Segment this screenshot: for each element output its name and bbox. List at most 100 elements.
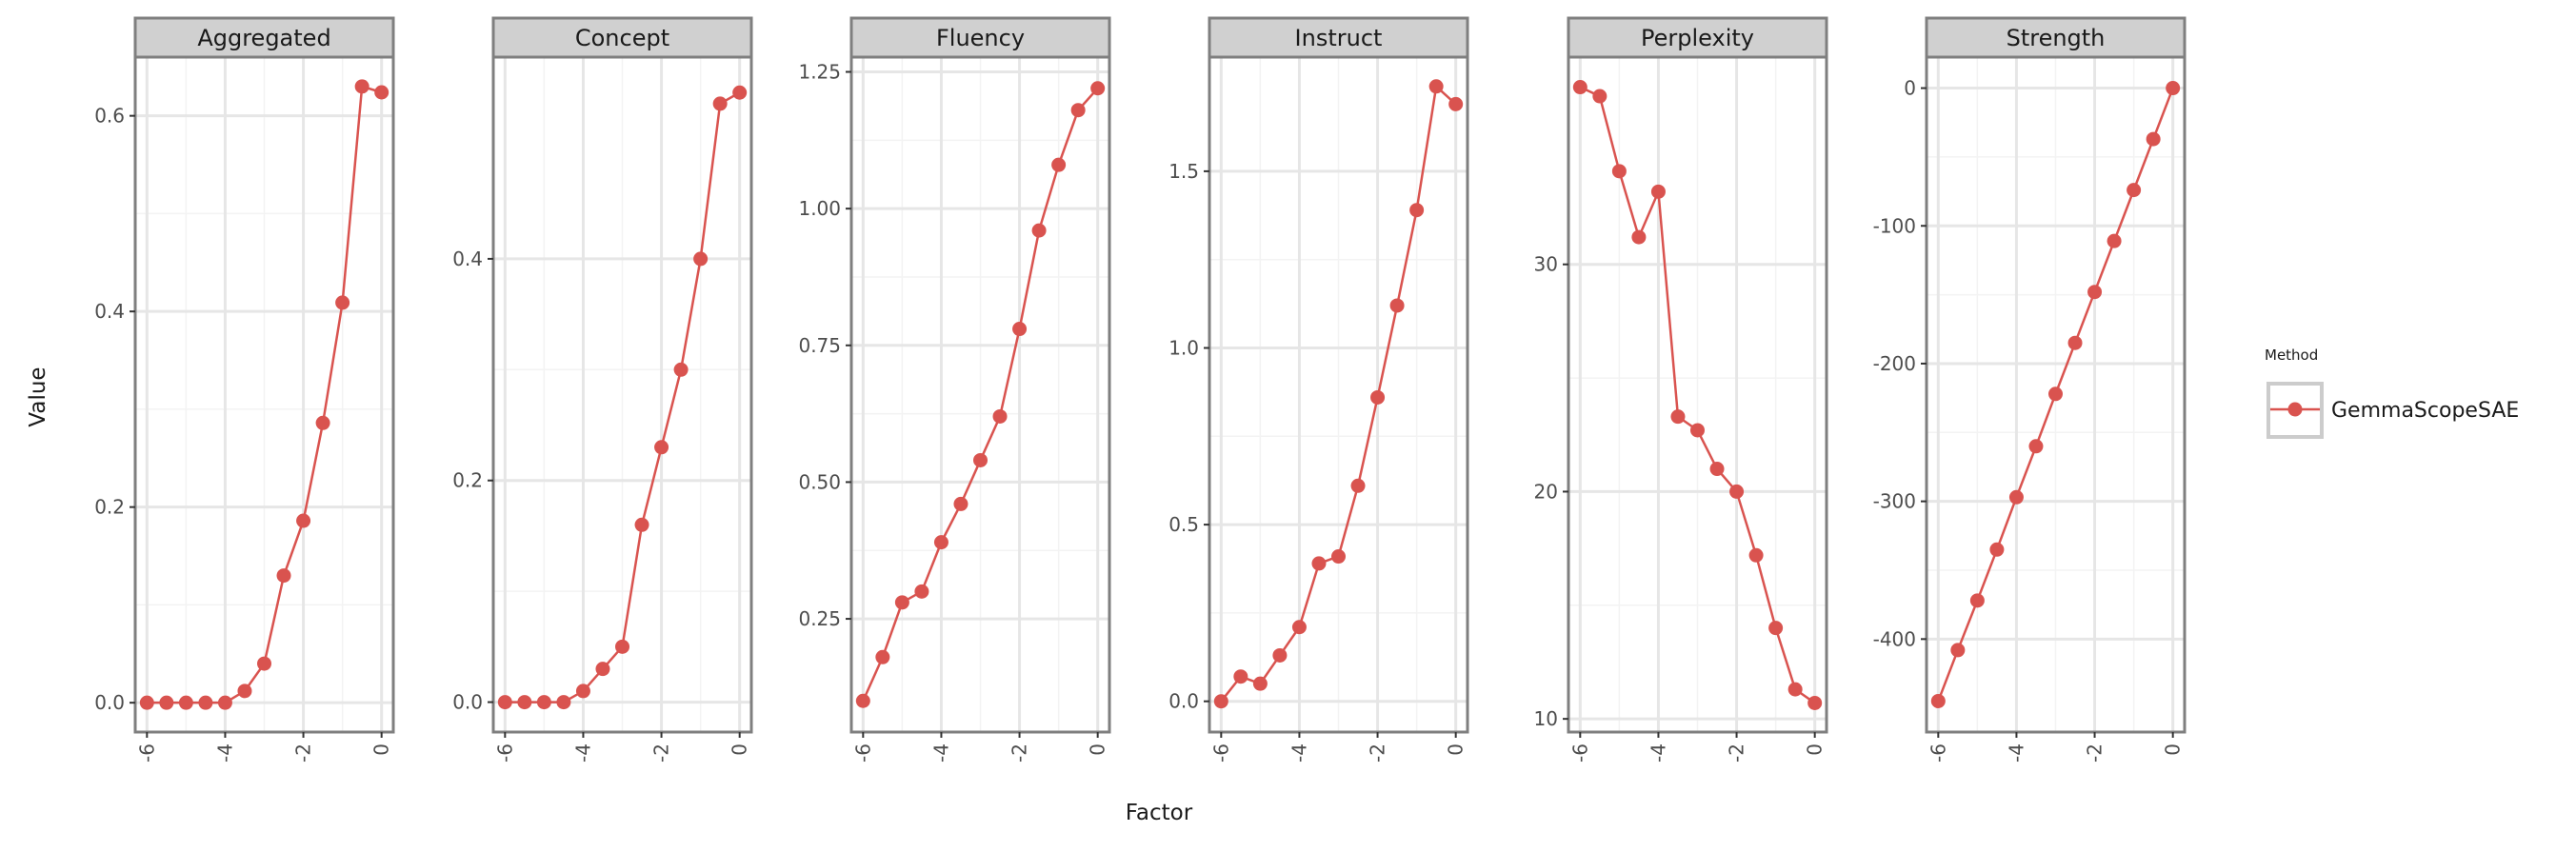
y-tick-label: 1.25 [798,61,841,84]
panel-concept: Concept 0.0 0.2 0.4 -6 -4 -2 0 [452,16,753,763]
data-point [1807,695,1823,710]
x-tick-label: 0 [1445,743,1468,756]
facet-strip-label: Fluency [936,25,1025,51]
data-point [855,693,870,708]
y-tick-label: 1.5 [1168,160,1199,183]
panel-strength: Strength 0 -100 -200 -300 -400 -6 -4 -2 0 [1873,16,2187,763]
data-point [914,584,929,599]
data-point [198,695,213,710]
data-point [2008,489,2024,505]
y-tick-label: -100 [1873,214,1916,237]
y-tick-label: 0.75 [798,334,841,357]
data-point [159,695,174,710]
y-tick-label: 0.50 [798,470,841,493]
data-point [276,568,291,584]
data-point [178,695,193,710]
y-tick-label: 0.5 [1168,513,1199,536]
x-axis-title: Factor [1126,801,1193,825]
y-tick-label: 0.6 [94,105,125,128]
data-point [1448,96,1464,111]
data-point [1930,693,1946,708]
data-point [595,662,610,677]
data-point [2048,386,2063,402]
y-tick-label: -400 [1873,627,1916,650]
data-point [894,595,909,610]
data-point [992,408,1008,424]
x-tick-label: -2 [2084,743,2107,763]
data-point [693,251,709,267]
panel-aggregated: Aggregated 0.0 0.2 0.4 0.6 -6 -4 -2 0 [94,16,395,763]
data-point [1690,423,1705,438]
x-tick-label: -2 [292,743,315,763]
data-point [374,85,389,100]
data-point [2028,439,2044,454]
y-tick-label: 1.0 [1168,337,1199,360]
data-point [1729,484,1745,499]
x-tick-label: 0 [2162,743,2185,756]
legend: Method GemmaScopeSAE [2265,347,2519,439]
data-point [1409,203,1425,218]
y-tick-label: 10 [1534,707,1558,730]
data-point [1370,389,1386,405]
facet-strip [1925,16,2187,59]
data-point [556,695,571,710]
data-point [257,656,271,671]
data-point [1311,556,1327,571]
y-tick-label: 0.2 [452,469,483,492]
x-tick-label: 0 [729,743,751,756]
data-point [732,85,748,100]
data-point [1969,593,1985,608]
x-tick-label: -4 [213,743,236,763]
data-point [1331,549,1346,565]
data-point [217,695,232,710]
y-tick-label: 20 [1534,480,1558,503]
data-point [536,695,551,710]
data-point [654,440,669,455]
data-point [139,695,154,710]
facet-strip-label: Strength [2007,25,2106,51]
y-tick-label: 1.00 [798,197,841,220]
data-point [953,496,968,511]
data-point [1213,694,1228,709]
data-point [1989,542,2005,557]
x-tick-label: -4 [571,743,594,763]
data-point [933,535,949,550]
data-point [673,362,689,377]
facet-strip [849,16,1111,59]
facet-strip [1567,16,1828,59]
data-point [296,513,311,528]
panels: Aggregated 0.0 0.2 0.4 0.6 -6 -4 -2 0 Concept 0.0 0… [94,16,2187,763]
data-point [1252,676,1268,691]
data-point [315,415,330,430]
x-tick-label: -6 [851,743,874,763]
data-point [1592,89,1608,104]
data-point [712,96,728,111]
x-tick-label: -4 [1288,743,1310,763]
data-point [1051,157,1067,172]
facet-strip-label: Concept [575,25,669,51]
x-tick-label: 0 [1087,743,1109,756]
data-point [615,639,629,654]
data-point [2166,81,2181,96]
data-point [634,517,649,532]
x-tick-label: -6 [493,743,516,763]
y-axis-title: Value [26,367,50,426]
data-point [1031,223,1047,238]
y-tick-label: 0.2 [94,496,125,519]
facet-strip [1208,16,1469,59]
data-point [1389,298,1405,313]
x-tick-label: -4 [1647,743,1669,763]
facet-strip [133,16,395,59]
y-tick-label: 30 [1534,253,1558,276]
data-point [1233,669,1248,684]
data-point [1090,81,1106,96]
facet-strip-label: Instruct [1295,25,1383,51]
panel-instruct: Instruct 0.0 0.5 1.0 1.5 -6 -4 -2 0 [1168,16,1469,763]
data-point [354,79,369,94]
x-tick-label: -2 [1367,743,1389,763]
data-point [1787,682,1803,697]
y-tick-label: 0.0 [1168,690,1199,713]
x-tick-label: 0 [370,743,393,756]
data-point [1272,647,1288,663]
data-point [2146,131,2161,147]
